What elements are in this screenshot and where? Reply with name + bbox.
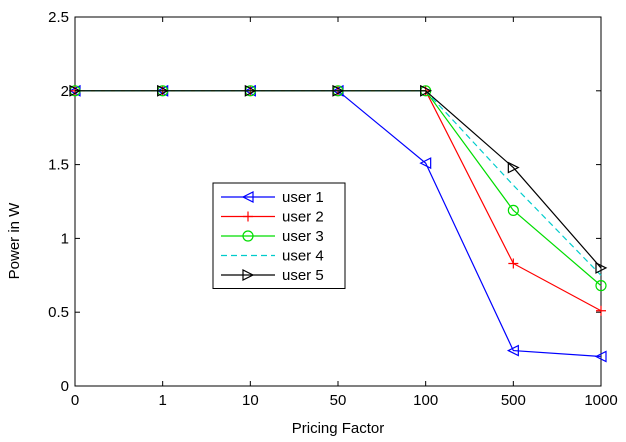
series-line (75, 90, 602, 269)
legend-label: user 3 (282, 228, 324, 245)
legend-label: user 2 (282, 209, 324, 226)
x-axis-title: Pricing Factor (292, 420, 385, 437)
data-point (506, 344, 519, 357)
legend-marker (242, 269, 255, 281)
axes-layer: 0 0.5 1 1.5 2 2.5 0 1 10 50 100 500 1000 (48, 9, 618, 409)
y-tick-label: 0.5 (48, 304, 69, 321)
y-axis-title: Power in W (6, 202, 23, 280)
data-point (419, 157, 432, 170)
data-point (507, 161, 520, 174)
x-tick-label: 0 (71, 392, 79, 409)
legend-item: user 3 (221, 228, 324, 245)
series-layer (68, 84, 608, 363)
y-tick-label: 2 (61, 83, 69, 100)
legend-label: user 1 (282, 189, 324, 206)
data-point (244, 84, 257, 97)
x-tick-label: 10 (242, 392, 259, 409)
legend: user 1 user 2 user 3 user 4 user 5 (212, 182, 346, 289)
y-tick-label: 1 (61, 230, 69, 247)
x-tick-label: 1000 (584, 392, 617, 409)
x-tick-label: 50 (330, 392, 347, 409)
legend-item: user 5 (221, 267, 324, 284)
y-tick-label: 2.5 (48, 9, 69, 26)
x-tick-label: 100 (413, 392, 438, 409)
y-tick-label: 0 (61, 378, 69, 395)
legend-item: user 1 (221, 189, 324, 206)
data-point (594, 350, 607, 363)
data-point (508, 258, 519, 269)
data-point (157, 84, 170, 97)
data-point (595, 261, 608, 274)
legend-item: user 2 (221, 209, 324, 226)
legend-label: user 4 (282, 248, 324, 265)
data-point (595, 280, 607, 292)
data-point (507, 204, 519, 216)
data-point (69, 84, 82, 97)
legend-marker (243, 211, 253, 222)
legend-marker (242, 230, 254, 242)
data-point (596, 305, 606, 316)
series-user-5 (69, 84, 608, 274)
legend-marker (241, 191, 254, 203)
data-point (332, 84, 345, 97)
legend-item: user 4 (221, 248, 324, 265)
x-tick-label: 1 (158, 392, 166, 409)
x-tick-label: 500 (501, 392, 526, 409)
y-tick-label: 1.5 (48, 157, 69, 174)
legend-label: user 5 (282, 267, 324, 284)
data-point (420, 84, 433, 97)
